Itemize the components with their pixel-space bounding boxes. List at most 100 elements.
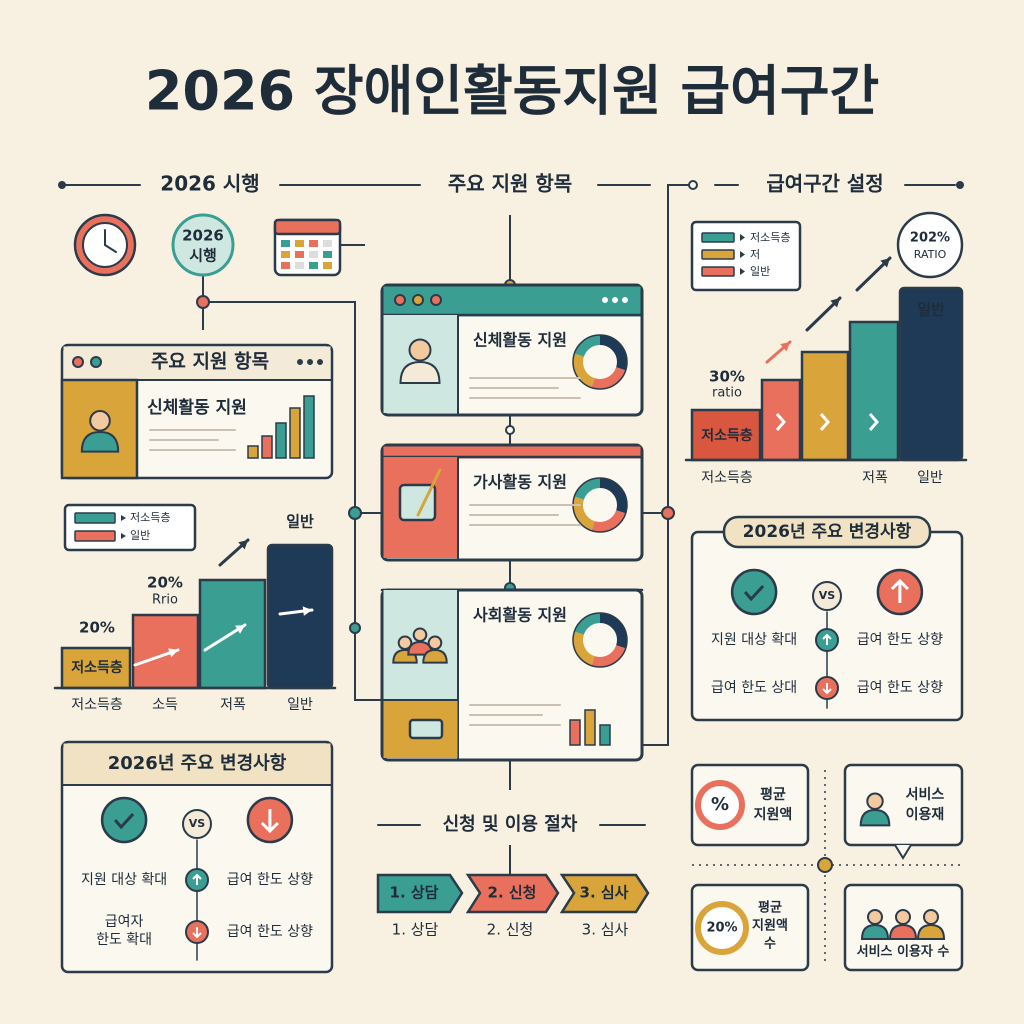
legend-swatch	[701, 249, 735, 260]
icon	[295, 262, 304, 269]
label: 저폭	[862, 470, 888, 486]
arrow-head	[302, 606, 312, 616]
dot	[394, 294, 406, 306]
label: 시행	[189, 247, 217, 265]
arrow-head	[780, 342, 790, 352]
icon	[309, 240, 318, 247]
panel	[843, 763, 964, 847]
icon	[916, 923, 946, 940]
label: 이용재	[906, 806, 945, 823]
label: 급여 한도 상향	[857, 680, 943, 696]
section-heading: 신청 및 이용 절차	[443, 814, 578, 835]
label: 저소득층	[130, 511, 170, 524]
dot	[307, 359, 313, 365]
dot	[602, 297, 608, 303]
arrow-head	[830, 298, 840, 308]
label: 일반	[286, 513, 314, 531]
label: 주요 지원 항목	[151, 351, 269, 373]
icon	[192, 927, 202, 939]
icon	[868, 413, 879, 431]
icon	[295, 240, 304, 247]
step	[465, 873, 560, 914]
icon	[740, 234, 745, 241]
label: 지원액	[752, 919, 788, 934]
dot	[90, 356, 102, 368]
section-heading: 2026 시행	[160, 172, 259, 196]
icon	[860, 923, 890, 940]
dot	[196, 295, 210, 309]
icon	[888, 923, 918, 940]
label: 저폭	[220, 697, 246, 713]
dot	[58, 181, 66, 189]
label: 지원 대상 확대	[81, 872, 167, 888]
dot	[956, 181, 964, 189]
dot	[412, 294, 424, 306]
label: 일반	[287, 697, 313, 713]
donut	[573, 613, 627, 667]
icon	[408, 718, 444, 740]
bar	[848, 320, 900, 462]
label: 20%	[79, 619, 115, 637]
donut	[573, 478, 627, 532]
icon	[260, 809, 279, 834]
label: VS	[189, 817, 206, 830]
icon	[819, 413, 830, 431]
label: 일반	[917, 301, 945, 319]
panel	[63, 743, 331, 785]
section-heading: 주요 지원 항목	[448, 172, 572, 196]
label: RATIO	[914, 248, 947, 261]
panel	[63, 346, 331, 380]
icon	[923, 909, 939, 925]
mini-bar	[303, 395, 315, 459]
dot	[688, 180, 698, 190]
icon	[740, 251, 745, 258]
label: 1. 상담	[392, 921, 439, 939]
dot	[661, 506, 675, 520]
connector	[203, 301, 382, 701]
icon	[866, 792, 884, 810]
legend-swatch	[74, 512, 116, 524]
icon	[890, 578, 909, 603]
badge	[171, 213, 235, 277]
icon	[730, 568, 778, 616]
label: 저소득층	[71, 660, 123, 676]
mini-bar	[247, 445, 259, 459]
label: 서비스	[906, 787, 945, 803]
card-title: 2026년 주요 변경사항	[743, 521, 912, 542]
dot	[297, 359, 303, 365]
legend-swatch	[701, 266, 735, 277]
icon	[281, 262, 290, 269]
title: 2026 장애인활동지원 급여구간	[145, 60, 879, 123]
icon	[121, 533, 126, 539]
label: 3. 심사	[582, 921, 629, 939]
icon	[822, 633, 832, 645]
legend-swatch	[74, 530, 116, 542]
step	[376, 873, 464, 914]
icon	[192, 873, 202, 885]
dot	[612, 297, 618, 303]
dot	[622, 297, 628, 303]
label: ratio	[712, 386, 742, 401]
card-title: 신체활동 지원	[473, 331, 567, 350]
label: 한도 확대	[96, 932, 152, 948]
connector	[104, 244, 117, 253]
icon	[295, 251, 304, 258]
label: 2026	[182, 227, 224, 245]
label: %	[711, 794, 729, 815]
label: VS	[819, 589, 836, 602]
donut	[573, 613, 627, 667]
label: 신체활동 지원	[147, 397, 247, 418]
icon	[100, 796, 148, 844]
label: 2. 신청	[488, 884, 537, 902]
donut	[573, 335, 627, 389]
icon	[323, 240, 332, 247]
icon	[121, 515, 126, 521]
mini-bar	[584, 709, 596, 746]
dot	[505, 425, 515, 435]
icon	[695, 901, 749, 955]
label: 일반	[130, 528, 150, 542]
label: 저	[750, 248, 760, 261]
dot	[317, 359, 323, 365]
icon	[399, 360, 441, 384]
